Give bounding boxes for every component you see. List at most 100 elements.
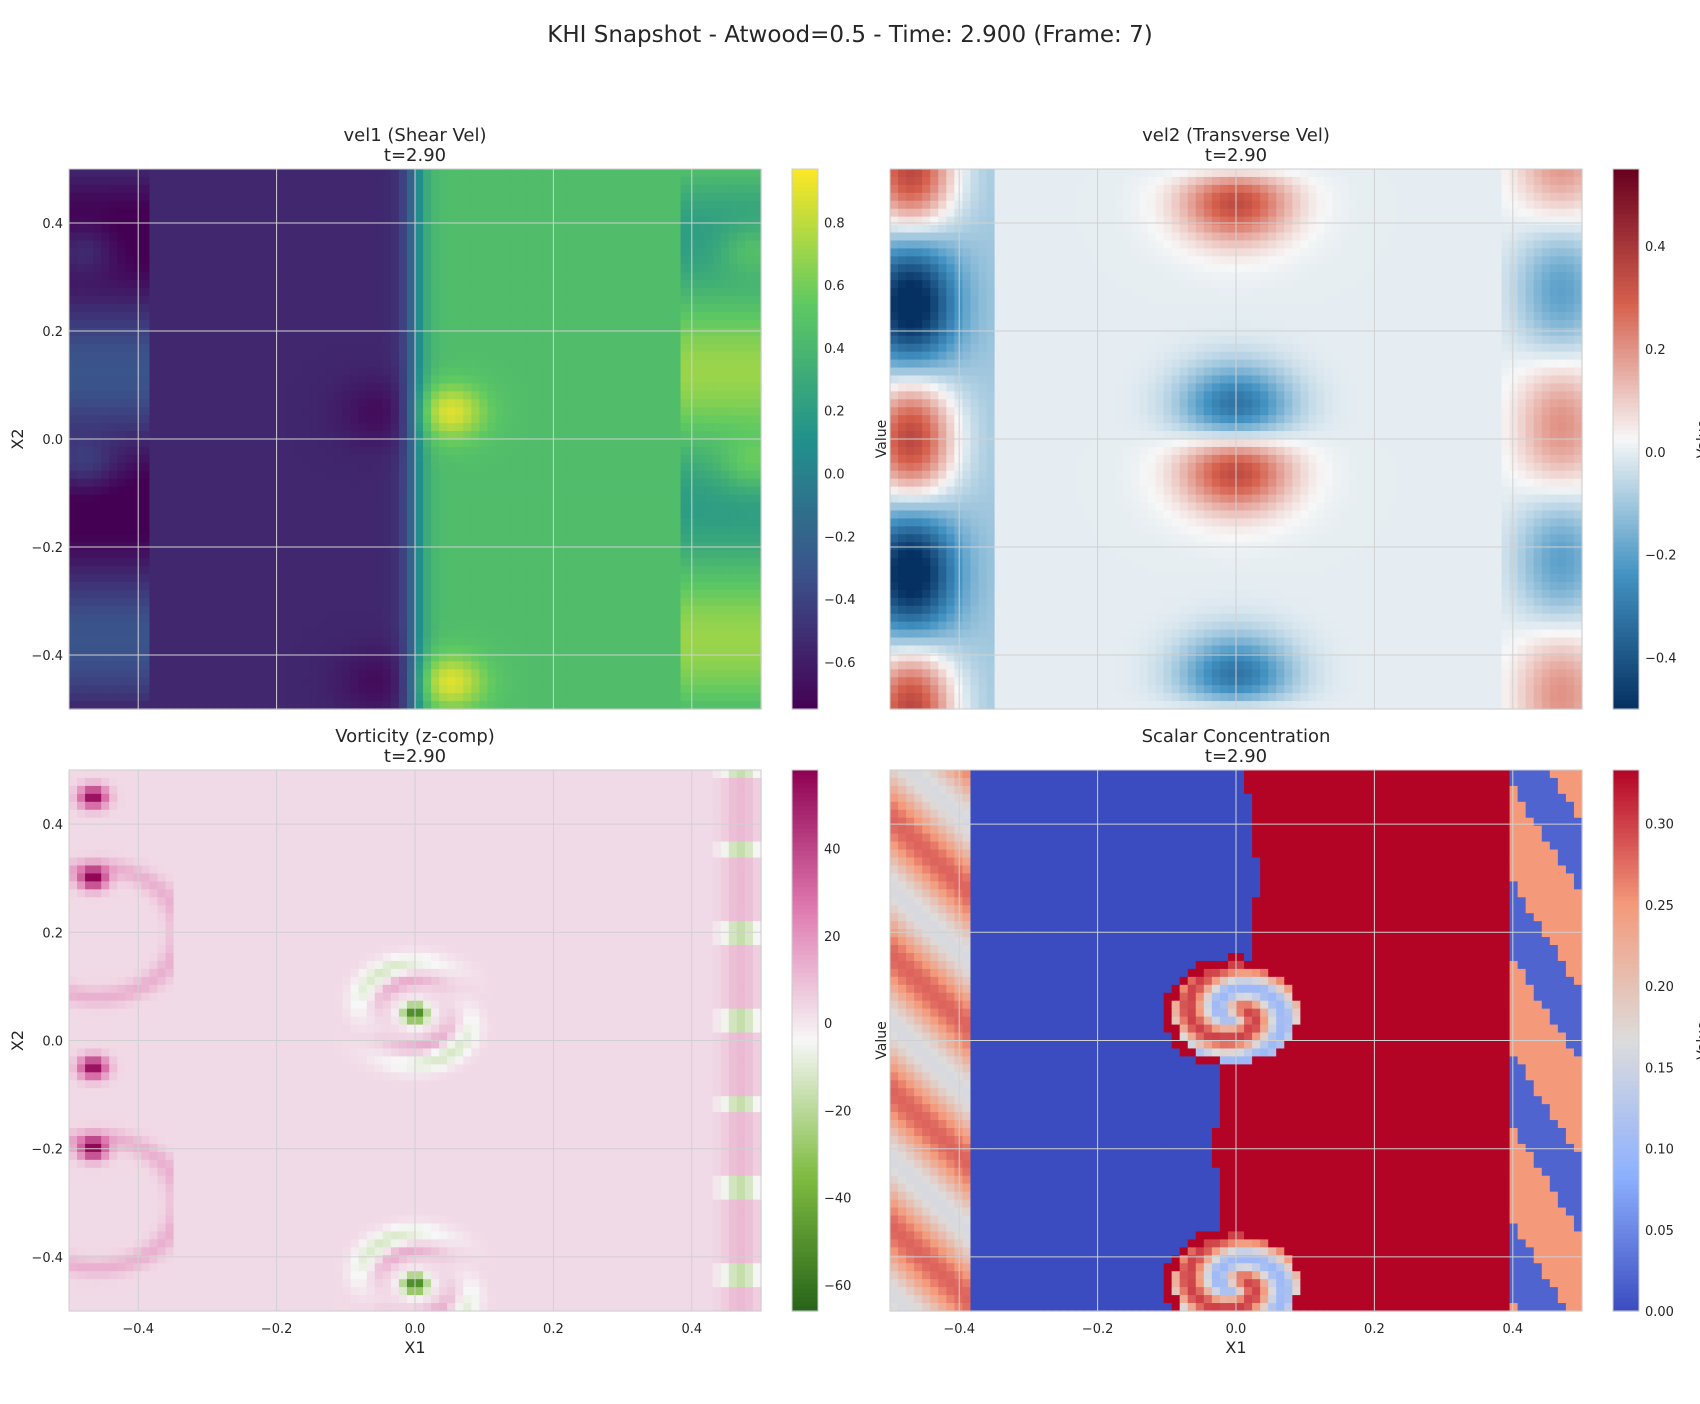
heatmap-cell [310,264,319,273]
heatmap-cell [455,312,464,321]
heatmap-cell [512,368,521,377]
heatmap-cell [117,503,126,512]
heatmap-cell [149,503,158,512]
heatmap-cell [463,526,472,535]
heatmap-cell [423,280,432,289]
heatmap-cell [367,344,376,353]
heatmap-cell [721,606,730,615]
heatmap-cell [206,225,215,234]
heatmap-cell [423,177,432,186]
heatmap-cell [648,598,657,607]
heatmap-cell [753,304,762,313]
heatmap-cell [238,598,247,607]
heatmap-cell [512,312,521,321]
heatmap-cell [278,566,287,575]
heatmap-cell [648,455,657,464]
heatmap-cell [624,280,633,289]
heatmap-cell [640,439,649,448]
heatmap-cell [455,336,464,345]
heatmap-cell [270,566,279,575]
heatmap-cell [560,328,569,337]
heatmap-cell [584,288,593,297]
heatmap-cell [729,177,738,186]
heatmap-cell [93,391,102,400]
heatmap-cell [504,344,513,353]
heatmap-cell [166,233,175,242]
heatmap-cell [359,375,368,384]
heatmap-cell [737,177,746,186]
heatmap-cell [455,391,464,400]
heatmap-cell [592,439,601,448]
heatmap-cell [447,375,456,384]
heatmap-cell [495,217,504,226]
heatmap-cell [592,344,601,353]
heatmap-cell [495,193,504,202]
heatmap-cell [318,336,327,345]
heatmap-cell [439,383,448,392]
heatmap-cell [713,225,722,234]
heatmap-cell [681,217,690,226]
heatmap-cell [656,526,665,535]
heatmap-cell [568,566,577,575]
heatmap-cell [431,439,440,448]
heatmap-cell [713,375,722,384]
heatmap-cell [367,534,376,543]
heatmap-cell [214,312,223,321]
heatmap-cell [536,375,545,384]
heatmap-cell [286,582,295,591]
heatmap-cell [310,503,319,512]
heatmap-cell [640,487,649,496]
heatmap-cell [190,423,199,432]
heatmap-cell [495,233,504,242]
heatmap-cell [262,447,271,456]
heatmap-cell [117,272,126,281]
heatmap-cell [158,463,167,472]
heatmap-cell [592,328,601,337]
heatmap-cell [117,177,126,186]
heatmap-cell [528,272,537,281]
heatmap-cell [246,550,255,559]
heatmap-cell [672,614,681,623]
heatmap-cell [117,296,126,305]
heatmap-cell [495,415,504,424]
heatmap-cell [375,399,384,408]
heatmap-cell [383,590,392,599]
heatmap-cell [69,550,78,559]
heatmap-cell [544,383,553,392]
heatmap-cell [262,383,271,392]
heatmap-cell [745,550,754,559]
heatmap-cell [616,495,625,504]
heatmap-cell [737,566,746,575]
heatmap-cell [729,256,738,265]
heatmap-cell [278,391,287,400]
heatmap-cell [681,407,690,416]
heatmap-cell [536,288,545,297]
heatmap-cell [262,614,271,623]
heatmap-cell [753,463,762,472]
heatmap-cell [681,368,690,377]
heatmap-cell [383,614,392,623]
heatmap-cell [141,352,150,361]
heatmap-cell [672,622,681,631]
heatmap-cell [729,225,738,234]
heatmap-cell [528,240,537,249]
heatmap-cell [310,534,319,543]
heatmap-cell [133,614,142,623]
heatmap-cell [697,264,706,273]
heatmap-cell [270,288,279,297]
heatmap-cell [745,233,754,242]
heatmap-cell [431,264,440,273]
heatmap-cell [600,518,609,527]
heatmap-cell [705,280,714,289]
heatmap-cell [431,336,440,345]
heatmap-cell [77,622,86,631]
heatmap-cell [77,630,86,639]
heatmap-cell [608,590,617,599]
heatmap-cell [431,415,440,424]
heatmap-cell [246,272,255,281]
heatmap-cell [455,455,464,464]
heatmap-cell [206,248,215,257]
heatmap-cell [608,550,617,559]
heatmap-cell [568,415,577,424]
heatmap-cell [648,193,657,202]
